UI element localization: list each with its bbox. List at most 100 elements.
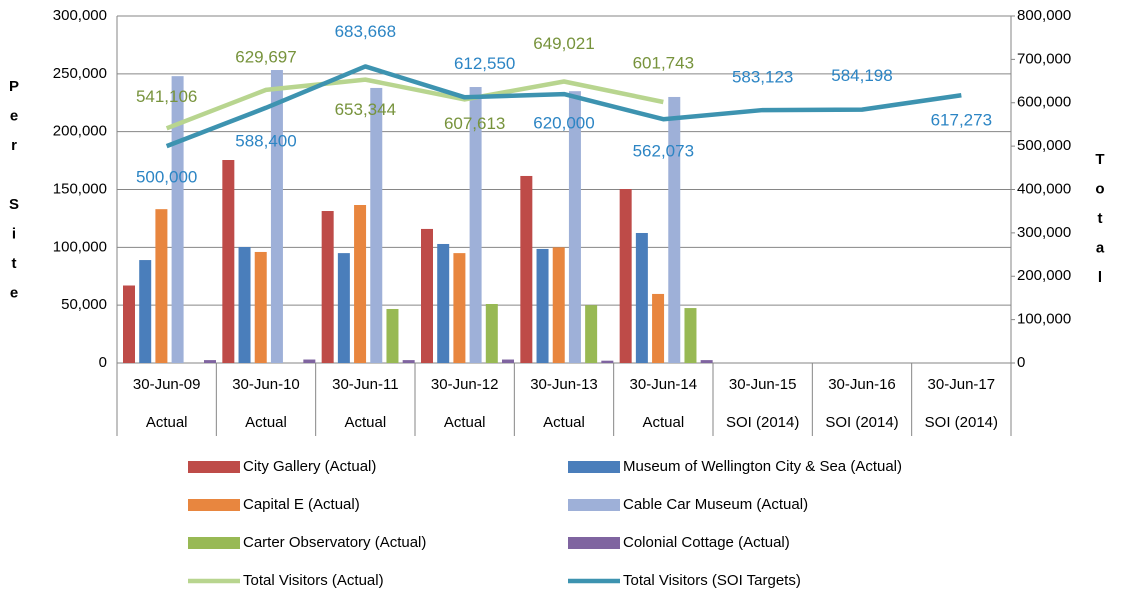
bar	[652, 293, 665, 363]
y-tick-label: 150,000	[53, 180, 107, 197]
x-group-label: Actual	[245, 414, 287, 431]
legend-swatch	[568, 537, 620, 549]
x-group-label: SOI (2014)	[726, 414, 799, 431]
x-group-label: Actual	[642, 414, 684, 431]
bar	[238, 246, 251, 363]
bar	[684, 308, 697, 363]
x-tick-label: 30-Jun-15	[729, 376, 797, 393]
bar	[270, 70, 283, 364]
bar	[485, 304, 498, 363]
data-label: 601,743	[633, 53, 694, 72]
bar	[619, 189, 632, 363]
y2-tick-label: 500,000	[1017, 137, 1071, 154]
x-tick-label: 30-Jun-11	[332, 376, 398, 393]
legend-label: Cable Car Museum (Actual)	[623, 496, 808, 513]
bar	[568, 91, 581, 363]
bar	[536, 248, 549, 363]
bar	[254, 251, 267, 363]
legend-swatch	[568, 499, 620, 511]
data-label: 583,123	[732, 68, 793, 87]
line	[165, 64, 962, 149]
legend-label: Total Visitors (Actual)	[243, 572, 384, 589]
y2-tick-label: 200,000	[1017, 267, 1071, 284]
y2-tick-label: 0	[1017, 354, 1025, 371]
bar	[155, 209, 168, 363]
bar	[469, 87, 482, 363]
y2-tick-label: 800,000	[1017, 7, 1071, 24]
y-tick-label: 100,000	[53, 238, 107, 255]
y-tick-label: 200,000	[53, 123, 107, 140]
legend-label: Colonial Cottage (Actual)	[623, 534, 790, 551]
data-label: 617,273	[931, 111, 992, 130]
legend-label: Capital E (Actual)	[243, 496, 360, 513]
legend-label: City Gallery (Actual)	[243, 458, 376, 475]
bar	[402, 360, 415, 363]
bar	[386, 308, 399, 363]
data-label: 629,697	[235, 47, 296, 66]
bar	[204, 360, 216, 363]
legend-swatch	[188, 499, 240, 511]
legend-label: Carter Observatory (Actual)	[243, 534, 426, 551]
bar	[303, 359, 316, 363]
data-label: 562,073	[633, 142, 694, 161]
bar	[321, 211, 334, 363]
x-tick-label: 30-Jun-17	[928, 376, 996, 393]
y2-tick-label: 300,000	[1017, 224, 1071, 241]
data-label: 683,668	[335, 22, 396, 41]
legend-label: Museum of Wellington City & Sea (Actual)	[623, 458, 902, 475]
bar	[585, 305, 598, 363]
x-tick-label: 30-Jun-12	[431, 376, 499, 393]
line	[165, 77, 664, 131]
bar	[520, 175, 533, 363]
y2-tick-label: 600,000	[1017, 94, 1071, 111]
data-label: 653,344	[335, 100, 396, 119]
x-tick-label: 30-Jun-14	[630, 376, 698, 393]
bar	[370, 87, 383, 363]
legend-swatch	[188, 461, 240, 473]
data-label: 541,106	[136, 87, 197, 106]
bar	[700, 360, 713, 363]
bar	[601, 360, 614, 363]
x-tick-label: 30-Jun-13	[530, 376, 598, 393]
x-group-label: Actual	[146, 414, 188, 431]
bar	[437, 243, 450, 363]
bar	[222, 160, 235, 363]
y-tick-label: 300,000	[53, 7, 107, 24]
data-label: 588,400	[235, 131, 296, 150]
x-tick-label: 30-Jun-09	[133, 376, 201, 393]
x-group-label: SOI (2014)	[825, 414, 898, 431]
legend-swatch	[188, 537, 240, 549]
y2-tick-label: 700,000	[1017, 50, 1071, 67]
bar	[502, 359, 514, 363]
bar	[668, 96, 681, 363]
bar	[552, 247, 565, 363]
data-label: 584,198	[831, 66, 892, 85]
x-group-label: Actual	[543, 414, 585, 431]
bar	[354, 204, 367, 363]
data-label: 649,021	[533, 34, 594, 53]
bar	[171, 76, 184, 363]
bar	[337, 253, 350, 363]
bar	[123, 285, 135, 363]
x-group-label: Actual	[444, 414, 486, 431]
y-tick-label: 250,000	[53, 65, 107, 82]
bar	[139, 260, 152, 363]
y-tick-label: 0	[99, 354, 107, 371]
x-group-label: SOI (2014)	[925, 414, 998, 431]
data-label: 612,550	[454, 54, 515, 73]
y-tick-label: 50,000	[61, 296, 107, 313]
legend-swatch	[568, 461, 620, 473]
x-tick-label: 30-Jun-16	[828, 376, 896, 393]
x-group-label: Actual	[344, 414, 386, 431]
bar	[453, 253, 466, 363]
bar	[635, 232, 648, 363]
legend-label: Total Visitors (SOI Targets)	[623, 572, 801, 589]
y2-tick-label: 100,000	[1017, 311, 1071, 328]
y2-tick-label: 400,000	[1017, 180, 1071, 197]
data-label: 620,000	[533, 114, 594, 133]
x-tick-label: 30-Jun-10	[232, 376, 300, 393]
data-label: 607,613	[444, 114, 505, 133]
